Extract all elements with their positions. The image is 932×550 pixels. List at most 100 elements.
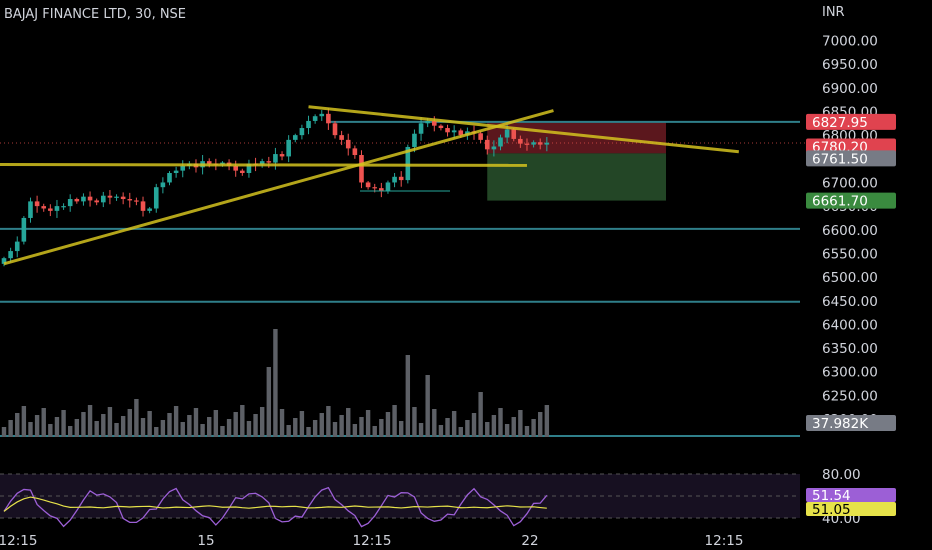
candle-body [484,139,490,150]
candle-body [41,206,47,209]
price-tick-label: 6500.00 [822,270,878,286]
volume-bar [359,417,364,437]
candle-body [140,201,146,211]
rsi-line [3,486,548,528]
candle-body [299,128,305,136]
volume-bar [220,426,225,437]
entry-price-badge [806,150,896,167]
volume-bar [504,424,510,437]
volume-bar [458,427,463,437]
candle-body [326,113,331,124]
volume-bar [8,420,13,437]
volume-value-text: 37.982K [812,416,869,432]
volume-bar [226,419,232,437]
volume-bar [273,329,278,437]
candle-body [392,176,397,183]
volume-bar [485,422,490,437]
volume-bar [147,411,152,437]
volume-bar [392,405,397,437]
candle-body [48,208,53,211]
price-tick-label: 6400.00 [822,317,878,333]
volume-bar [352,424,358,437]
candle-body [134,200,139,202]
candle-body [8,251,13,259]
candle-body [94,200,99,203]
time-tick-label: 12:15 [353,533,392,549]
candle-body [544,142,550,145]
volume-bar [107,407,113,437]
candle-body [498,137,503,147]
volume-bar [28,422,33,437]
volume-bar [312,420,318,437]
candle-body [180,165,186,171]
candle-body [120,196,126,200]
trendline-1 [3,109,554,266]
volume-bar [478,392,483,437]
volume-bar [259,407,265,437]
volume-bar [160,420,166,437]
volume-bar [332,422,338,437]
volume-bar [213,410,219,437]
price-tick-label: 6950.00 [822,57,878,73]
volume-bar [405,355,411,437]
volume-bar [41,408,46,437]
candle-body [405,146,411,181]
volume-bar [286,425,291,437]
time-axis[interactable]: 12:15 15 12:15 22 12:15 [0,533,743,549]
volume-bar [94,421,99,437]
candle-body [153,187,159,209]
candle-body [332,123,338,136]
volume-bar [465,420,470,437]
volume-bar [511,417,516,437]
volume-bar [445,418,450,437]
candle-body [345,139,351,149]
volume-bar [21,406,27,437]
volume-bar [15,413,20,437]
target-price-text: 6661.70 [812,194,868,210]
candle-body [107,195,113,198]
volume-bar [173,406,179,437]
candle-body [160,182,166,188]
volume-bar [74,419,80,437]
price-tick-label: 7000.00 [822,34,878,50]
candle-body [167,172,172,183]
volume-bar [365,410,371,437]
volume-bar [193,408,199,437]
stop-price-text: 6827.95 [812,115,868,131]
volume-bar [246,421,252,437]
candle-body [101,195,106,203]
time-tick-label: 15 [197,533,214,549]
price-axis[interactable]: 7000.006950.006900.006850.006800.006750.… [822,34,878,528]
volume-bar [438,425,444,437]
candle-body [81,196,86,202]
volume-bar [54,417,60,437]
entry-price-text: 6761.50 [812,151,868,167]
volume-bar [425,375,430,437]
volume-bar [1,427,7,437]
candle-body [147,208,152,211]
volume-bar [127,409,132,437]
candle-body [478,133,483,140]
candle-body [266,161,272,163]
candle-body [432,120,437,126]
candle-body [240,170,245,173]
price-tick-label: 6300.00 [822,365,878,381]
price-tick-label: 6350.00 [822,341,878,357]
candle-body [511,129,517,139]
candle-body [379,188,384,191]
candle-body [61,206,66,208]
volume-bar [491,415,497,437]
candle-body [1,258,7,264]
candle-body [14,241,20,252]
candle-body [531,142,536,145]
rsi-value-text: 51.54 [812,488,851,504]
time-tick-label: 12:15 [705,533,744,549]
volume-bar [154,427,159,437]
candle-body [491,146,497,150]
volume-bar [187,415,192,437]
volume-bar [293,418,298,437]
volume-bar [451,411,457,437]
volume-bar [233,412,238,437]
candle-body [319,113,325,117]
